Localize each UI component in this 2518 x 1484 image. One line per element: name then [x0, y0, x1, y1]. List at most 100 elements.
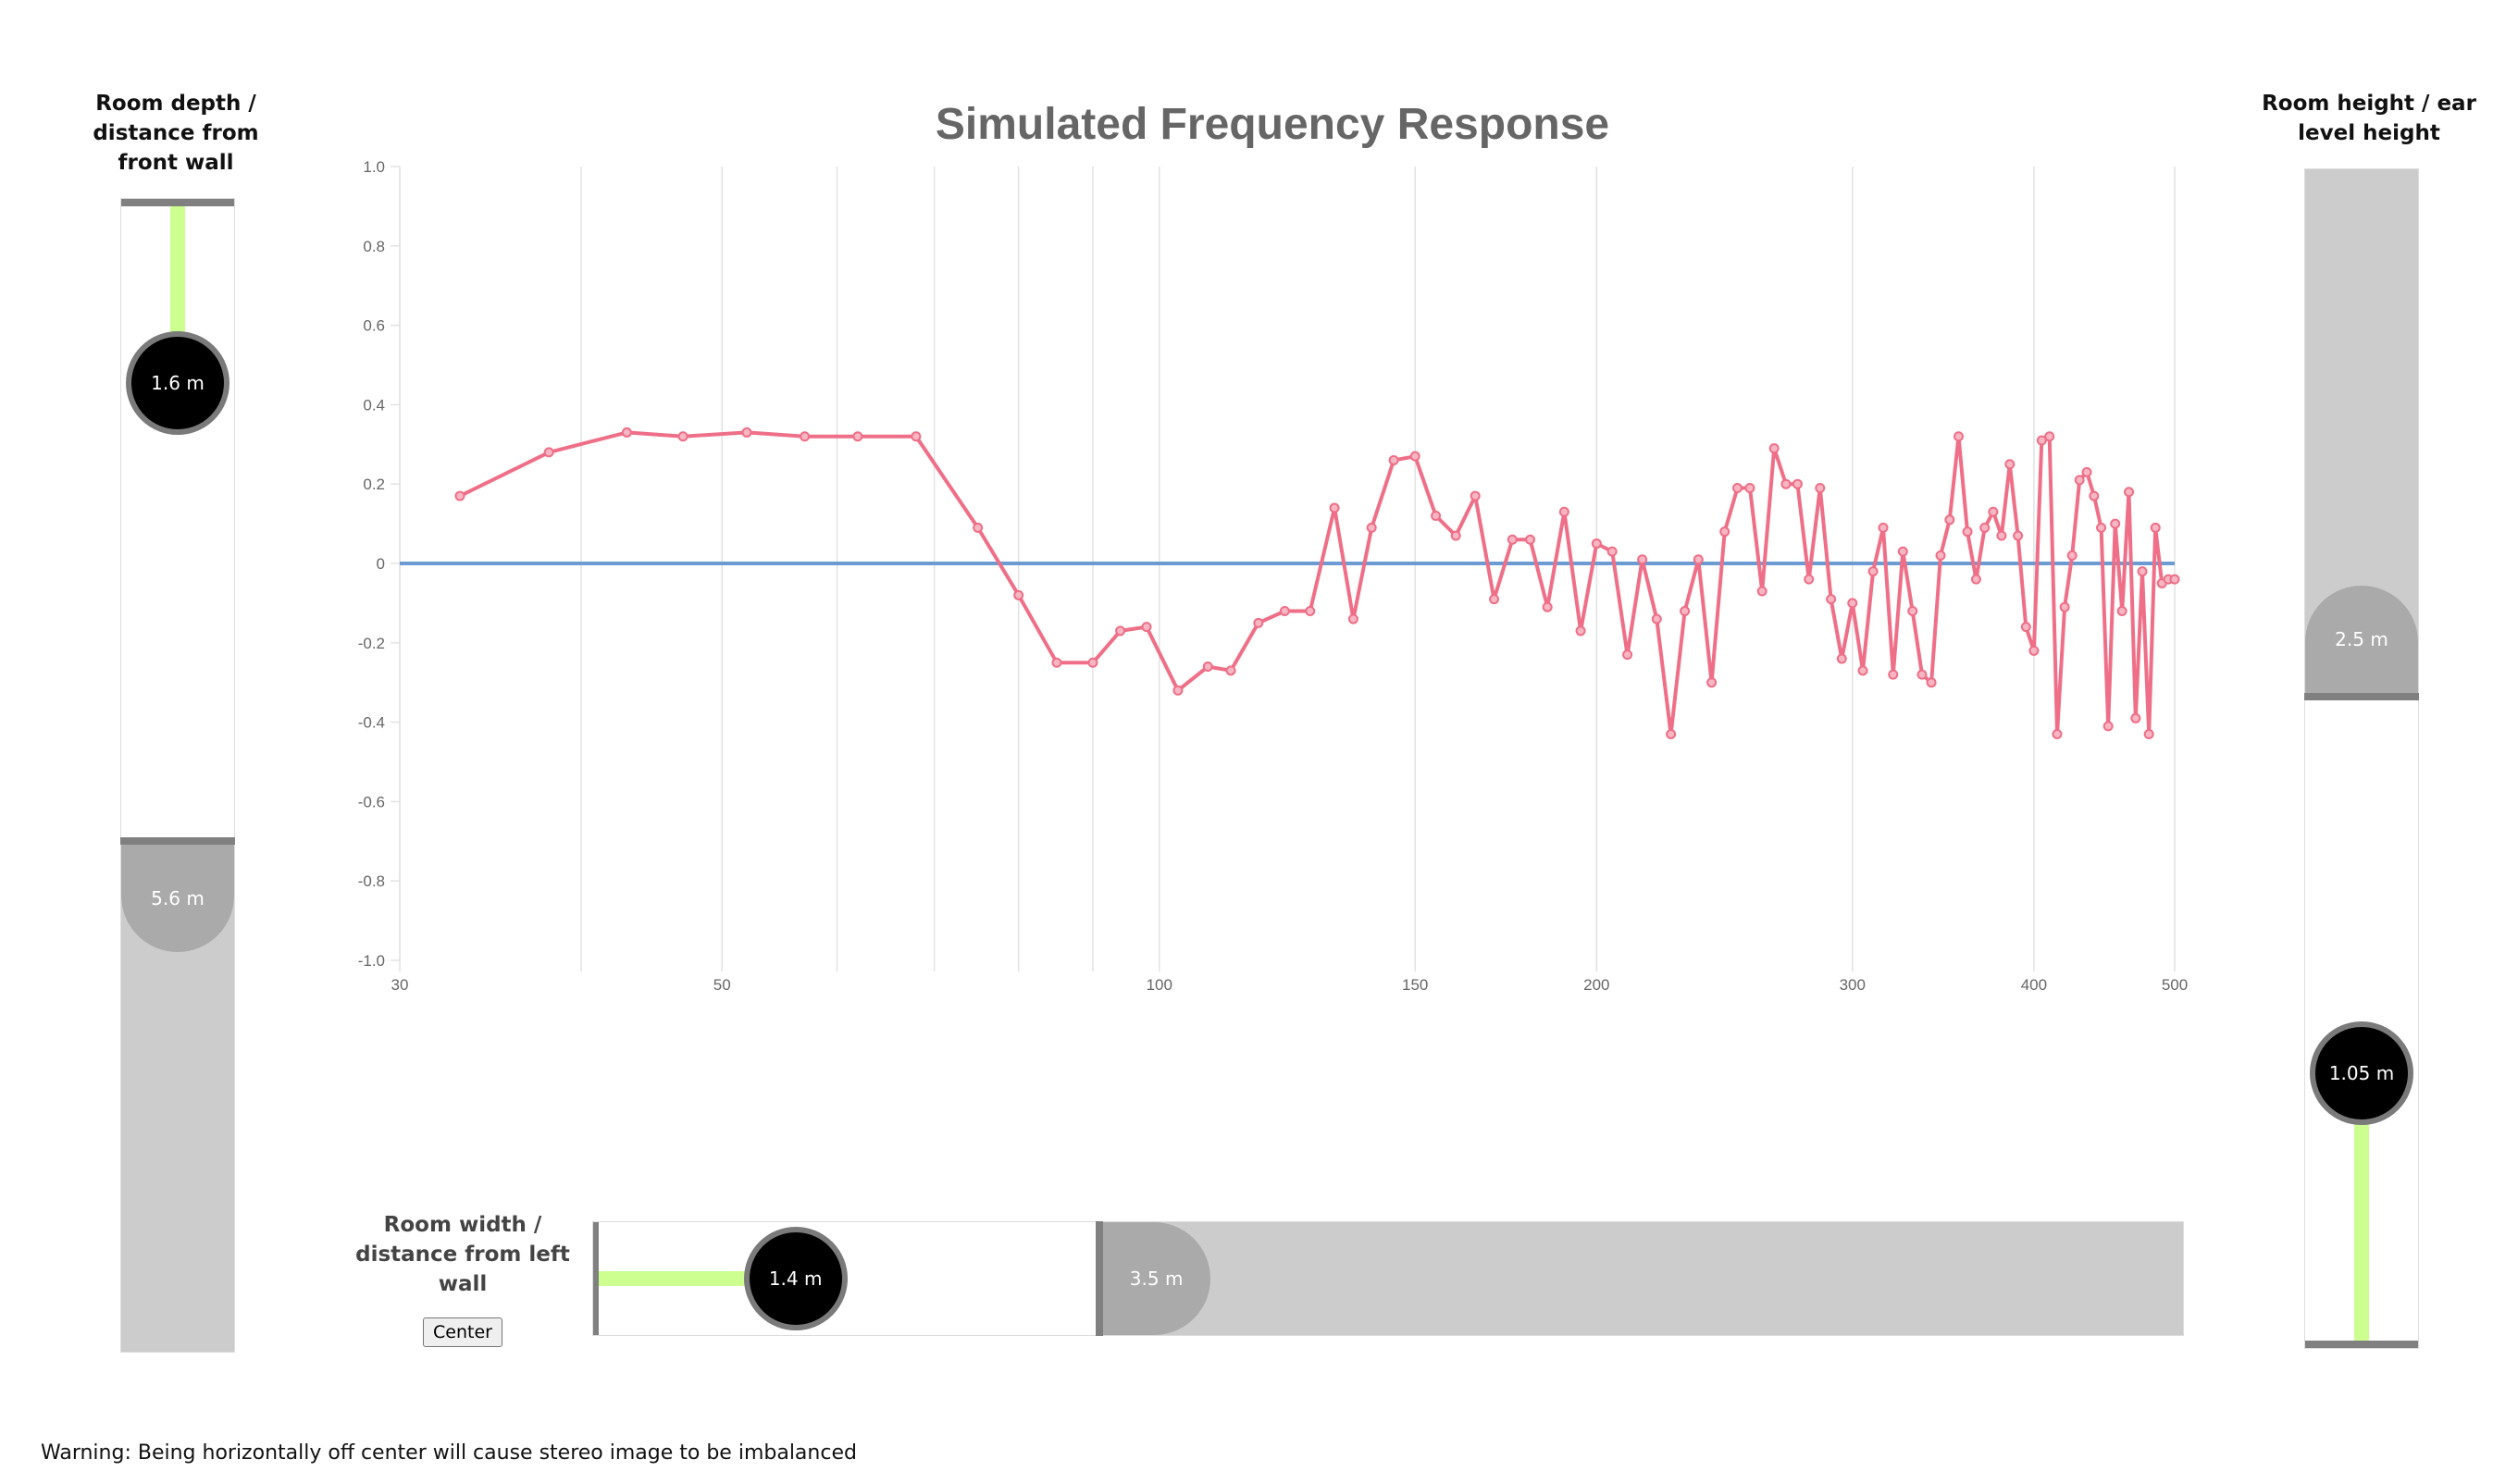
data-point	[1051, 657, 1062, 668]
data-point	[741, 427, 752, 438]
room-height-handle[interactable]: 2.5 m	[2305, 586, 2418, 694]
data-point	[2036, 435, 2047, 446]
data-point	[1347, 613, 1358, 625]
frequency-response-chart: Simulated Frequency Response 1.0 0.8 0.6 0.…	[358, 100, 2189, 994]
ear-height-handle[interactable]: 1.05 m	[2310, 1020, 2413, 1125]
data-point	[2169, 574, 2180, 585]
y-tick-label: -1.0	[358, 952, 385, 970]
data-point	[2044, 431, 2055, 442]
data-point	[1756, 586, 1768, 597]
y-tick-label: 0	[377, 555, 385, 573]
y-tick-label: -0.4	[358, 714, 385, 732]
room-width-label: Room width / distance from left wall	[355, 1213, 570, 1296]
y-tick-label: -0.6	[358, 793, 385, 810]
data-point	[1935, 550, 1946, 561]
room-depth-slider[interactable]: 5.6 m 1.6 m	[120, 198, 235, 1353]
listener-width-handle[interactable]: 1.4 m	[743, 1227, 848, 1330]
data-point	[2059, 601, 2070, 612]
room-height-slider[interactable]: 2.5 m 1.05 m	[2304, 168, 2419, 1349]
data-point	[1680, 605, 1691, 616]
data-point	[1202, 662, 1213, 673]
data-point	[1719, 526, 1730, 538]
room-ceiling-wall	[2304, 693, 2419, 701]
ear-height-indicator	[2354, 1072, 2369, 1341]
data-point	[543, 447, 554, 458]
data-point	[1970, 574, 1981, 585]
data-point	[1558, 506, 1569, 517]
data-point	[1888, 669, 1899, 680]
data-point	[2004, 459, 2016, 470]
center-button[interactable]: Center	[423, 1317, 502, 1347]
data-point	[1826, 594, 1837, 605]
data-point	[1525, 534, 1536, 545]
data-point	[1792, 478, 1803, 489]
data-point	[1253, 617, 1264, 628]
data-point	[1804, 574, 1815, 585]
data-point	[1780, 478, 1792, 489]
data-point	[1768, 443, 1780, 454]
data-point	[2102, 721, 2114, 732]
data-point	[1731, 482, 1743, 493]
x-tick-label: 30	[391, 976, 409, 994]
room-width-slider[interactable]: 3.5 m 1.4 m	[592, 1221, 2184, 1336]
data-point	[1225, 665, 1236, 676]
response-points	[454, 427, 2180, 739]
y-tick-label: 0.2	[363, 476, 385, 493]
room-depth-label: Room depth / distance from front wall	[93, 92, 259, 175]
data-point	[2143, 728, 2154, 739]
data-point	[1944, 514, 1955, 526]
data-point	[1867, 566, 1879, 577]
data-point	[2137, 566, 2148, 577]
y-tick-label: 1.0	[363, 158, 385, 176]
data-point	[1988, 506, 1999, 517]
data-point	[1450, 530, 1461, 541]
data-point	[454, 490, 465, 501]
data-point	[2096, 522, 2107, 533]
data-point	[1897, 546, 1908, 557]
data-point	[1954, 431, 1965, 442]
data-point	[2028, 645, 2040, 656]
room-height-label: Room height / ear level height	[2262, 92, 2476, 145]
data-point	[2052, 728, 2063, 739]
data-point	[1470, 490, 1481, 501]
data-point	[911, 431, 922, 442]
y-tick-label: 0.6	[363, 317, 385, 335]
data-point	[1575, 625, 1586, 637]
data-point	[621, 427, 632, 438]
x-tick-label: 100	[1147, 976, 1172, 994]
data-point	[2110, 518, 2121, 529]
x-grid	[399, 167, 2176, 971]
data-point	[1666, 728, 1677, 739]
x-axis-labels: 30 50 100 150 200 300 400 500	[391, 976, 2189, 994]
data-point	[1542, 601, 1553, 612]
data-point	[2116, 605, 2127, 616]
room-width-handle[interactable]: 3.5 m	[1102, 1222, 1210, 1335]
data-point	[1878, 522, 1889, 533]
data-point	[1279, 605, 1290, 616]
data-point	[1489, 594, 1500, 605]
data-point	[1388, 454, 1399, 465]
y-tick-label: 0.8	[363, 238, 385, 255]
y-tick-label: 0.4	[363, 396, 385, 414]
data-point	[1606, 546, 1618, 557]
data-point	[1637, 554, 1648, 565]
x-tick-label: 400	[2021, 976, 2047, 994]
x-tick-label: 200	[1583, 976, 1609, 994]
data-point	[1141, 622, 1152, 633]
data-point	[1815, 482, 1826, 493]
listener-depth-handle[interactable]: 1.6 m	[126, 331, 229, 436]
data-point	[1744, 482, 1755, 493]
data-point	[1305, 605, 1316, 616]
data-point	[800, 431, 811, 442]
data-point	[1836, 653, 1847, 664]
data-point	[2066, 550, 2078, 561]
data-point	[1013, 589, 1024, 600]
data-point	[1996, 530, 2007, 541]
x-tick-label: 300	[1840, 976, 1866, 994]
response-line	[459, 430, 2175, 736]
data-point	[1329, 502, 1340, 513]
room-depth-handle[interactable]: 5.6 m	[121, 844, 234, 952]
y-grid	[391, 166, 401, 961]
data-point	[973, 522, 984, 533]
data-point	[2074, 475, 2085, 486]
